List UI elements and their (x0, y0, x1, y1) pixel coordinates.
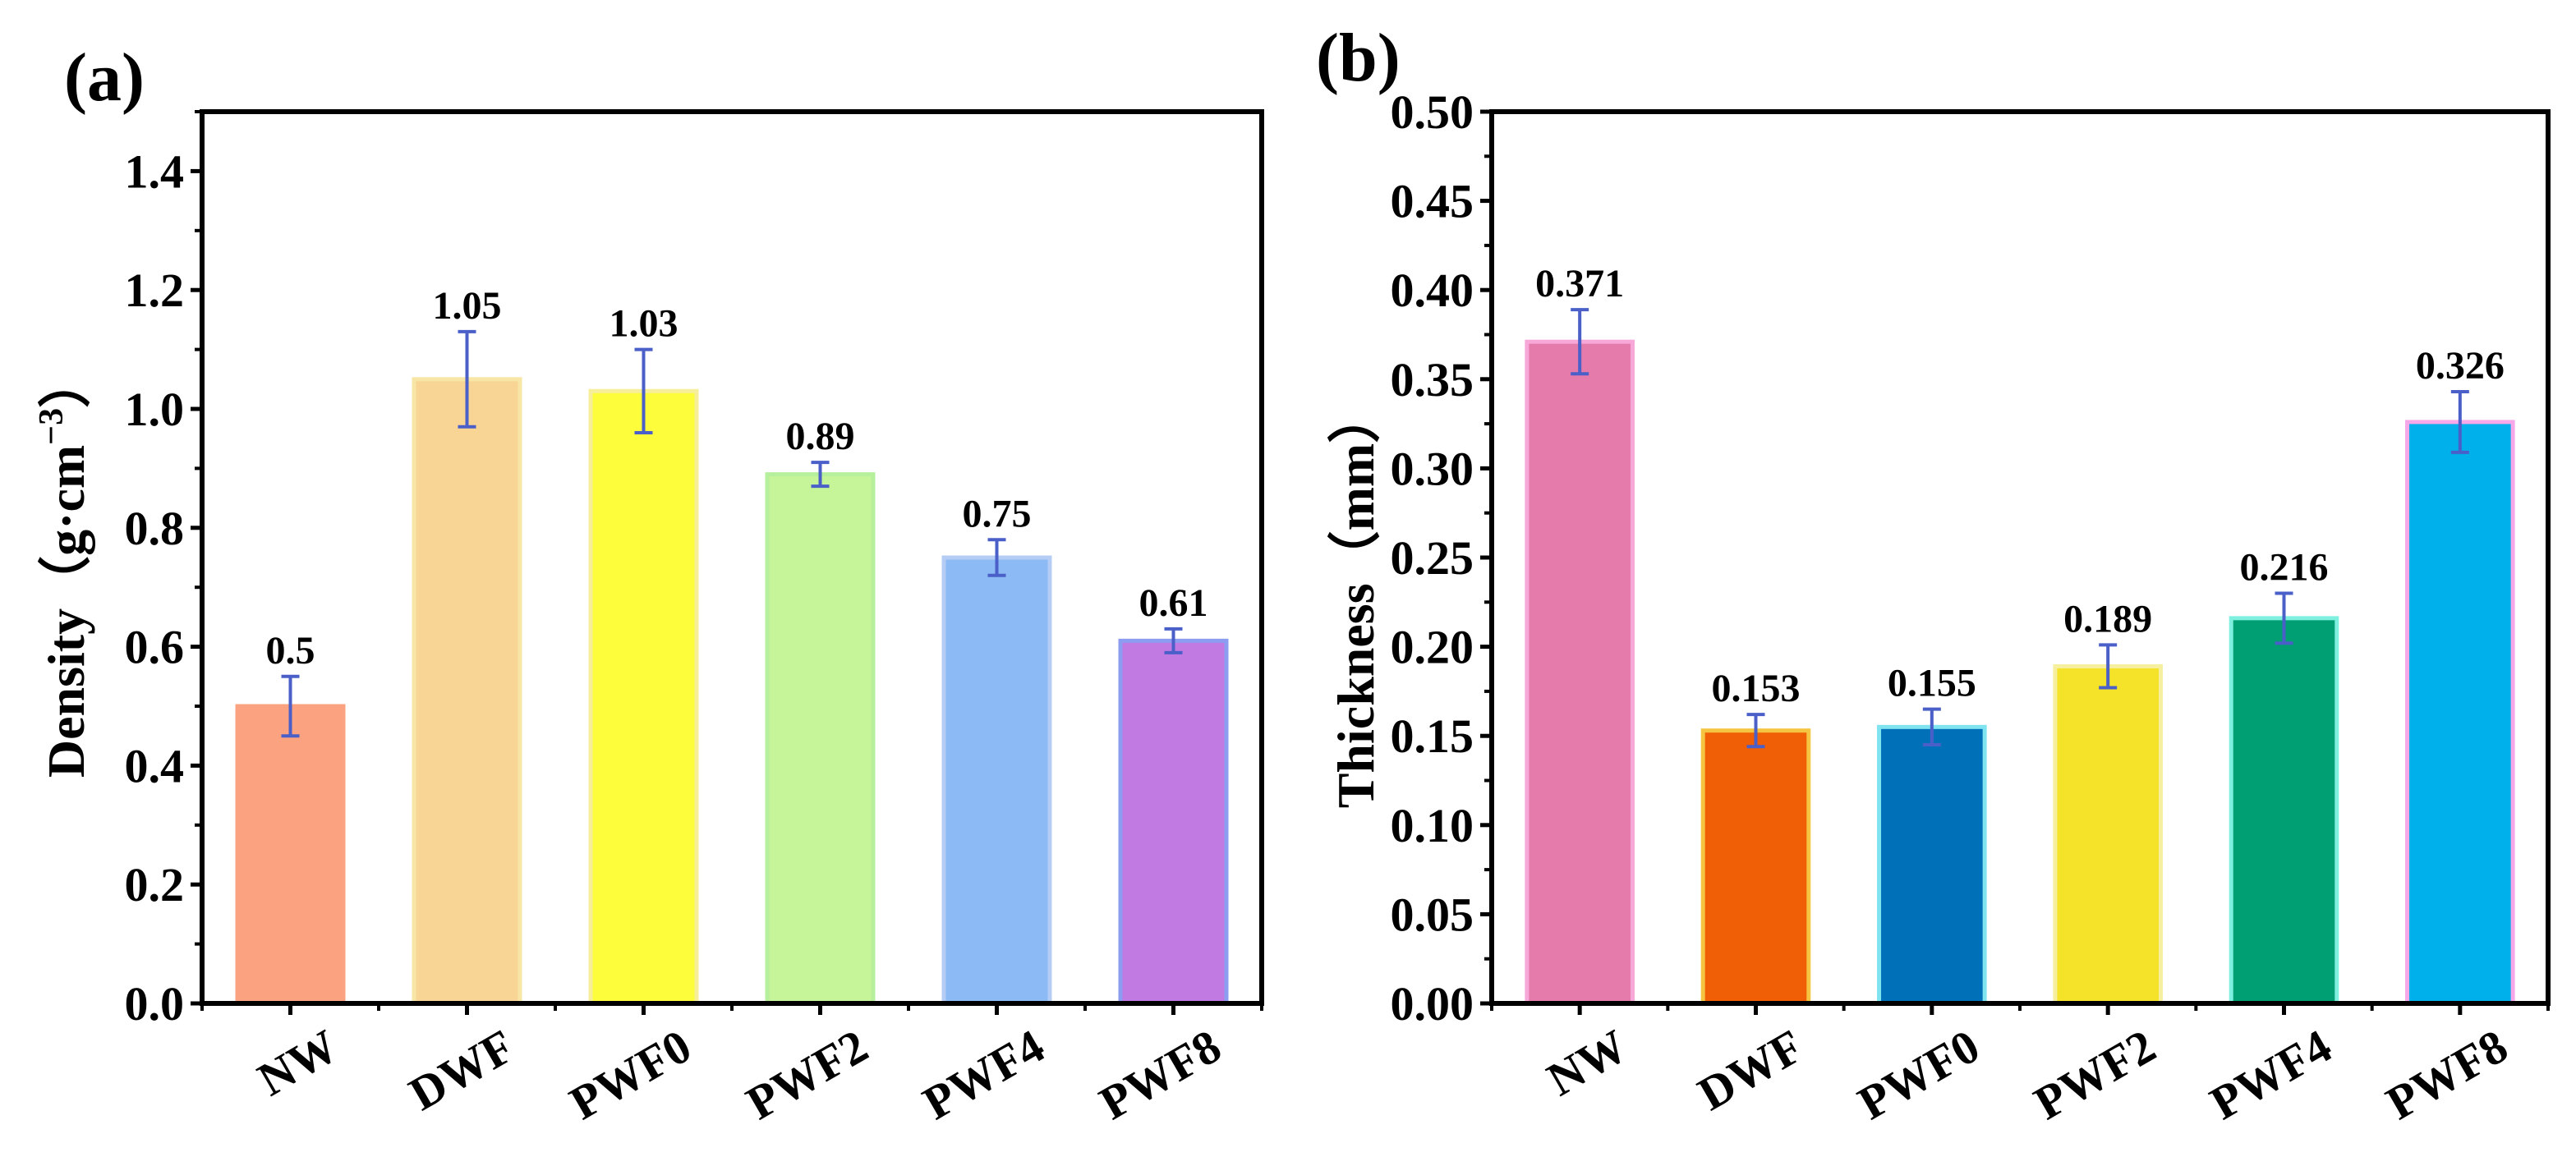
density-y-tick-label-1: 0.2 (125, 858, 185, 911)
thickness-bar-pwf0 (1877, 724, 1987, 1006)
density-y-tick-label-7: 1.4 (125, 145, 185, 198)
density-bar-pwf8 (1118, 638, 1229, 1006)
y-axis-title-density: Density（g·cm−3） (33, 356, 95, 778)
thickness-data-label-3: 0.189 (2063, 597, 2152, 640)
thickness-category-label-2: PWF0 (1849, 1019, 1988, 1130)
thickness-bar-nw (1525, 339, 1635, 1006)
density-bar-pwf0 (588, 388, 699, 1006)
thickness-y-tick-label-1: 0.05 (1391, 888, 1474, 941)
thickness-bar-pwf2 (2053, 663, 2163, 1006)
y-axis-title-main: Density (37, 608, 95, 778)
thickness-y-tick-label-2: 0.10 (1391, 799, 1474, 852)
density-y-tick-label-5: 1.0 (125, 383, 185, 436)
thickness-y-tick-label-4: 0.20 (1391, 621, 1474, 674)
density-bar-nw (235, 704, 346, 1006)
thickness-plot-frame (1489, 109, 2551, 1006)
thickness-y-tick-label-0: 0.00 (1391, 977, 1474, 1031)
density-data-label-2: 1.03 (610, 302, 678, 346)
chart-thickness: (b) Thickness（mm） 0.371 NW 0.153 DWF 0.155 PW… (1316, 20, 2551, 1130)
density-y-tick-label-6: 1.2 (125, 264, 185, 317)
y-axis-title-close: ） (37, 356, 95, 408)
thickness-data-label-4: 0.216 (2240, 545, 2329, 589)
thickness-y-tick-label-9: 0.45 (1391, 175, 1474, 228)
thickness-data-label-5: 0.326 (2416, 344, 2505, 388)
y-axis-title-thickness: Thickness（mm） (1327, 391, 1385, 809)
density-data-label-4: 0.75 (963, 492, 1032, 535)
panel-label-b: (b) (1316, 20, 1401, 96)
density-bar-dwf (412, 377, 522, 1006)
density-y-tick-label-3: 0.6 (125, 621, 185, 674)
density-category-label-3: PWF2 (738, 1019, 876, 1130)
density-y-tick-label-4: 0.8 (125, 502, 185, 555)
density-category-label-2: PWF0 (561, 1019, 700, 1130)
density-category-label-5: PWF8 (1091, 1019, 1230, 1130)
thickness-bar-dwf (1700, 728, 1811, 1006)
density-data-label-3: 0.89 (786, 415, 855, 458)
thickness-bar-pwf8 (2405, 420, 2515, 1006)
thickness-data-label-1: 0.153 (1712, 667, 1801, 710)
y-axis-title-sup: −3 (33, 408, 71, 445)
density-data-label-0: 0.5 (266, 629, 315, 673)
density-category-label-4: PWF4 (914, 1019, 1053, 1130)
thickness-bar-pwf4 (2229, 616, 2339, 1006)
density-data-label-5: 0.61 (1139, 581, 1208, 625)
thickness-y-tick-label-5: 0.25 (1391, 531, 1474, 585)
thickness-y-tick-label-6: 0.30 (1391, 442, 1474, 495)
density-data-label-1: 1.05 (433, 284, 502, 328)
thickness-y-tick-label-3: 0.15 (1391, 709, 1474, 763)
thickness-data-label-0: 0.371 (1535, 262, 1624, 305)
thickness-category-label-5: PWF8 (2377, 1019, 2516, 1130)
panel-label-a: (a) (64, 39, 145, 116)
y-axis-title-unit: （g·cm (37, 445, 95, 608)
thickness-category-label-0: NW (1539, 1019, 1636, 1106)
density-category-label-0: NW (249, 1019, 347, 1106)
density-bar-pwf4 (941, 555, 1052, 1006)
chart-density: (a) Density（g·cm−3） 0.5 NW 1.05 DWF 1.03 PWF0… (33, 39, 1264, 1130)
thickness-category-label-3: PWF2 (2025, 1019, 2164, 1130)
thickness-marks: 0.371 NW 0.153 DWF 0.155 PWF0 0.189 PWF2 0.216 PW… (1391, 85, 2551, 1130)
thickness-category-label-4: PWF4 (2201, 1019, 2340, 1130)
density-bar-pwf2 (765, 472, 876, 1006)
thickness-y-tick-label-7: 0.35 (1391, 353, 1474, 406)
thickness-category-label-1: DWF (1689, 1019, 1812, 1121)
thickness-y-tick-label-8: 0.40 (1391, 264, 1474, 317)
thickness-y-tick-label-10: 0.50 (1391, 85, 1474, 139)
density-marks: 0.5NW1.05DWF1.03PWF00.89PWF20.75PWF40.61… (125, 109, 1264, 1130)
density-y-tick-label-2: 0.4 (125, 739, 185, 792)
thickness-data-label-2: 0.155 (1888, 662, 1976, 705)
density-category-label-1: DWF (400, 1019, 523, 1121)
density-y-tick-label-0: 0.0 (125, 977, 185, 1031)
density-plot-frame (200, 109, 1264, 1006)
